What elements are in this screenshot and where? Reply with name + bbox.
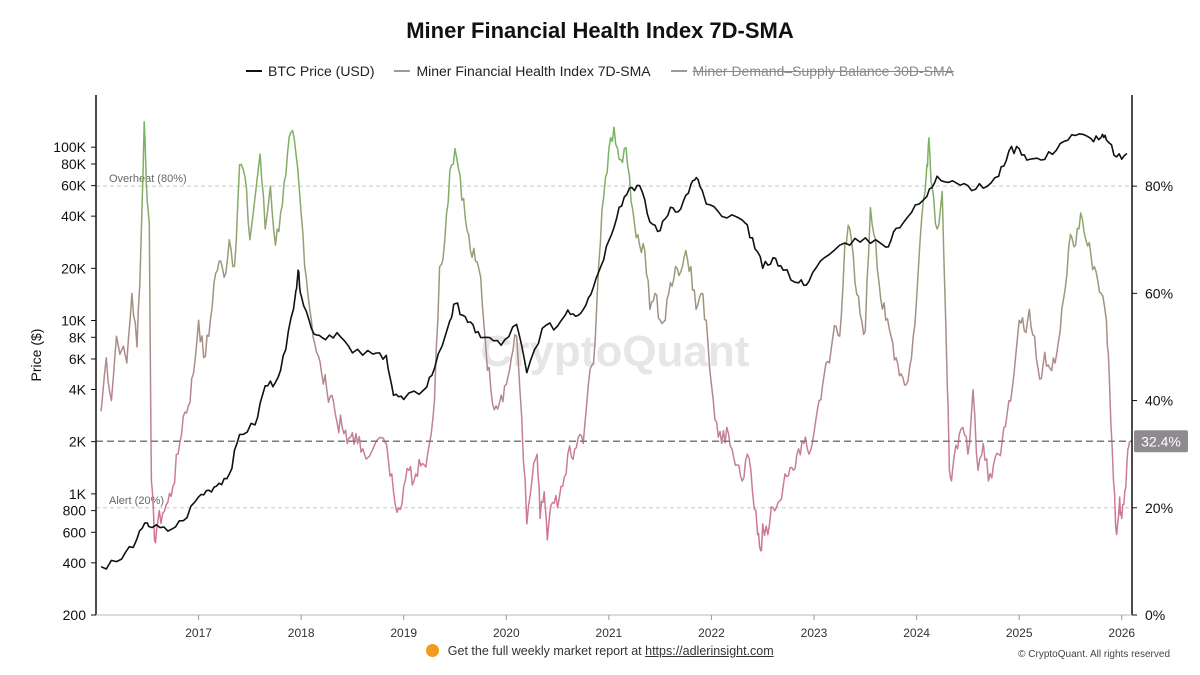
x-tick-label: 2024 <box>903 626 930 640</box>
btc-series-layer <box>100 133 1128 570</box>
x-tick-label: 2022 <box>698 626 725 640</box>
x-tick-label: 2025 <box>1006 626 1033 640</box>
y-tick-label-right: 20% <box>1145 500 1173 516</box>
legend-swatch-demand-supply <box>670 70 687 72</box>
overheat-label: Overheat (80%) <box>109 173 187 185</box>
legend-item-demand-supply[interactable]: Miner Demand–Supply Balance 30D-SMA <box>670 63 955 79</box>
x-tick-label: 2019 <box>390 626 417 640</box>
x-tick-label: 2021 <box>596 626 623 640</box>
footer-note: Get the full weekly market report at htt… <box>0 644 1200 658</box>
x-tick-label: 2017 <box>185 626 212 640</box>
x-tick-label: 2018 <box>288 626 315 640</box>
y-tick-label-left: 400 <box>63 555 87 571</box>
y-tick-label-right: 60% <box>1145 285 1173 301</box>
y-tick-label-right: 0% <box>1145 607 1165 623</box>
y-tick-label-left: 800 <box>63 503 87 519</box>
legend-swatch-btc <box>245 70 262 72</box>
legend-label-btc: BTC Price (USD) <box>267 63 375 79</box>
x-tick-label: 2023 <box>801 626 828 640</box>
legend-label-demand-supply: Miner Demand–Supply Balance 30D-SMA <box>692 63 955 79</box>
orange-circle-icon <box>426 644 440 657</box>
y-tick-label-left: 2K <box>69 434 87 450</box>
y-tick-label-left: 4K <box>69 381 87 397</box>
y-tick-label-right: 40% <box>1145 393 1173 409</box>
alert-label: Alert (20%) <box>109 495 164 507</box>
y-tick-label-left: 80K <box>61 156 87 172</box>
y-tick-label-left: 100K <box>53 139 86 155</box>
legend: BTC Price (USD) Miner Financial Health I… <box>0 59 1200 79</box>
copyright: © CryptoQuant. All rights reserved <box>1018 649 1170 660</box>
x-tick-label: 2020 <box>493 626 520 640</box>
y-axis-label-left: Price ($) <box>28 329 44 382</box>
legend-item-mfhi[interactable]: Miner Financial Health Index 7D-SMA <box>394 63 651 79</box>
mfhi-series-layer <box>100 121 1131 552</box>
current-value-badge <box>1134 430 1188 453</box>
chart-title: Miner Financial Health Index 7D-SMA <box>406 18 794 43</box>
y-tick-label-left: 8K <box>69 329 87 345</box>
y-tick-label-right: 80% <box>1145 178 1173 194</box>
y-tick-label-left: 600 <box>63 524 87 540</box>
legend-item-btc[interactable]: BTC Price (USD) <box>245 63 375 79</box>
footer-text: Get the full weekly market report at <box>447 644 642 658</box>
btc-price-line <box>100 133 1128 570</box>
current-value-layer: 32.4% <box>96 430 1188 453</box>
y-tick-label-left: 1K <box>69 486 87 502</box>
x-tick-label: 2026 <box>1108 626 1135 640</box>
legend-label-mfhi: Miner Financial Health Index 7D-SMA <box>416 63 651 79</box>
y-tick-label-left: 20K <box>61 260 87 276</box>
y-tick-label-left: 60K <box>61 178 87 194</box>
y-tick-label-left: 40K <box>61 208 87 224</box>
current-value-label: 32.4% <box>1141 433 1181 449</box>
y-tick-label-left: 200 <box>63 607 87 623</box>
reference-lines: Overheat (80%) Alert (20%) <box>96 173 1132 509</box>
y-tick-label-left: 10K <box>61 313 87 329</box>
y-tick-label-left: 6K <box>69 351 87 367</box>
mfhi-line <box>100 121 1131 552</box>
legend-swatch-mfhi <box>394 70 411 72</box>
footer-link[interactable]: https://adlerinsight.com <box>645 644 774 658</box>
